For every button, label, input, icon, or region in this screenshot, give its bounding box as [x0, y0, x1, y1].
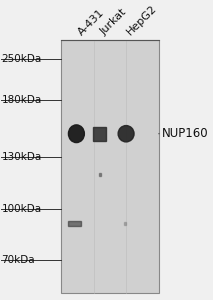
Text: A-431: A-431 — [76, 7, 106, 37]
Text: 100kDa: 100kDa — [1, 204, 42, 214]
Text: 70kDa: 70kDa — [1, 256, 35, 266]
Text: 130kDa: 130kDa — [1, 152, 42, 162]
Ellipse shape — [118, 126, 134, 142]
Ellipse shape — [68, 125, 84, 142]
Bar — [99, 173, 101, 176]
Text: HepG2: HepG2 — [125, 3, 159, 37]
Bar — [68, 221, 81, 226]
Bar — [124, 222, 126, 225]
Text: 250kDa: 250kDa — [1, 54, 42, 64]
Text: Jurkat: Jurkat — [98, 7, 128, 37]
Text: 180kDa: 180kDa — [1, 95, 42, 105]
Bar — [61, 40, 159, 293]
Bar — [93, 127, 106, 140]
Text: NUP160: NUP160 — [159, 127, 208, 140]
